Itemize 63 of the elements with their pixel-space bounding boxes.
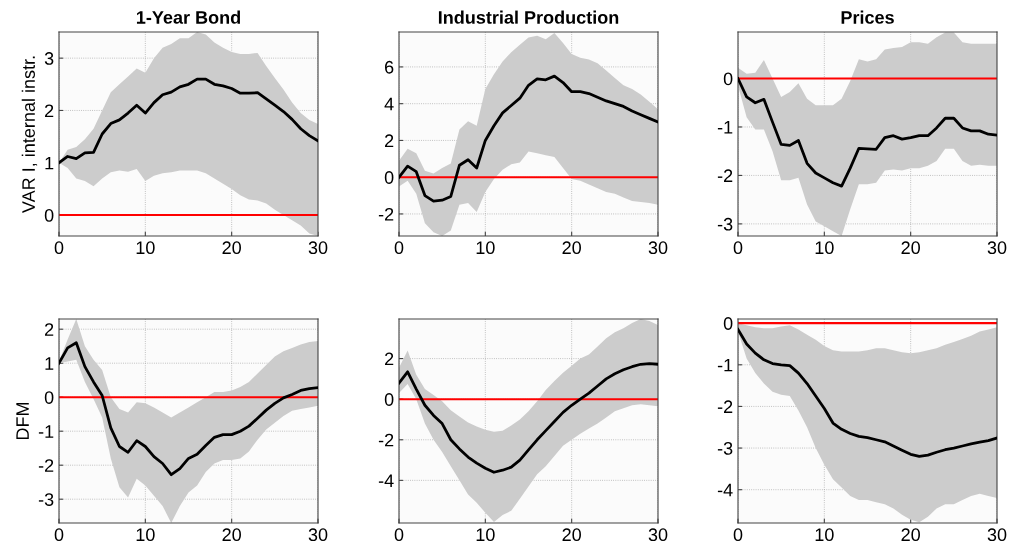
y-tick-label: 2: [385, 352, 394, 366]
y-tick-label: 1: [45, 156, 54, 170]
line-series: [59, 77, 318, 165]
x-tick-label: 30: [987, 241, 1007, 255]
chart-title: 1-Year Bond: [136, 10, 240, 24]
x-tick-label: 10: [136, 241, 155, 255]
y-tick-label: 0: [44, 209, 54, 222]
x-tick-label: 0: [733, 241, 743, 255]
x-tick-label: 30: [987, 528, 1007, 542]
chart-title: Prices: [841, 10, 894, 24]
y-tick-label: -3: [717, 217, 733, 231]
x-tick-label: 0: [54, 241, 64, 255]
y-tick-label: -2: [38, 459, 54, 472]
line-series: [59, 341, 318, 477]
y-tick-label: 0: [384, 171, 394, 184]
x-tick-label: 10: [815, 528, 834, 542]
y-tick-label: -2: [378, 433, 394, 447]
x-tick-label: 10: [476, 241, 495, 255]
y-tick-label: 2: [45, 104, 54, 117]
y-tick-label: 0: [723, 72, 733, 86]
x-tick-label: 0: [54, 528, 64, 542]
chart-title: Industrial Production: [438, 10, 619, 24]
x-tick-label: 0: [394, 528, 404, 542]
x-tick-label: 0: [733, 528, 743, 542]
x-tick-label: 20: [562, 528, 581, 542]
x-tick-label: 30: [648, 528, 668, 542]
x-tick-label: 0: [394, 241, 404, 255]
y-tick-label: 1: [45, 357, 54, 370]
y-tick-label: -2: [717, 400, 733, 413]
y-tick-label: 6: [385, 60, 394, 74]
y-tick-label: -4: [717, 483, 733, 497]
y-tick-label: -1: [717, 358, 733, 372]
x-tick-label: 20: [222, 528, 241, 542]
x-tick-label: 10: [476, 528, 495, 542]
y-tick-label: 2: [45, 323, 54, 336]
y-tick-label: -4: [378, 474, 394, 487]
y-tick-label: -1: [717, 121, 733, 134]
y-tick-label: 4: [384, 97, 394, 111]
line-series: [738, 328, 997, 458]
y-tick-label: 3: [44, 52, 54, 65]
x-tick-label: 10: [136, 528, 155, 542]
y-tick-label: 0: [723, 317, 733, 330]
y-tick-label: -2: [378, 207, 394, 221]
line-series: [738, 77, 997, 188]
y-tick-label: 2: [385, 134, 394, 147]
y-tick-label: 0: [384, 393, 394, 406]
x-tick-label: 30: [308, 241, 328, 255]
x-tick-label: 20: [901, 241, 920, 255]
y-tick-label: -2: [717, 169, 733, 182]
x-tick-label: 20: [901, 528, 920, 542]
x-tick-label: 10: [815, 241, 834, 255]
y-tick-label: -1: [38, 425, 54, 438]
x-tick-label: 30: [308, 528, 328, 542]
y-axis-title: DFM: [16, 402, 29, 440]
y-tick-label: 0: [44, 391, 54, 404]
y-tick-label: -3: [38, 493, 54, 506]
line-series: [399, 362, 658, 474]
x-tick-label: 30: [648, 241, 668, 255]
x-tick-label: 20: [222, 241, 241, 255]
y-axis-title: VAR I, internal instr.: [21, 56, 38, 214]
y-tick-label: -3: [717, 442, 733, 455]
line-series: [399, 74, 658, 203]
x-tick-label: 20: [562, 241, 581, 255]
